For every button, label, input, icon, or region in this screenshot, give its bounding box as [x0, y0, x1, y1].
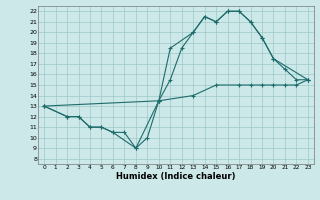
X-axis label: Humidex (Indice chaleur): Humidex (Indice chaleur): [116, 172, 236, 181]
